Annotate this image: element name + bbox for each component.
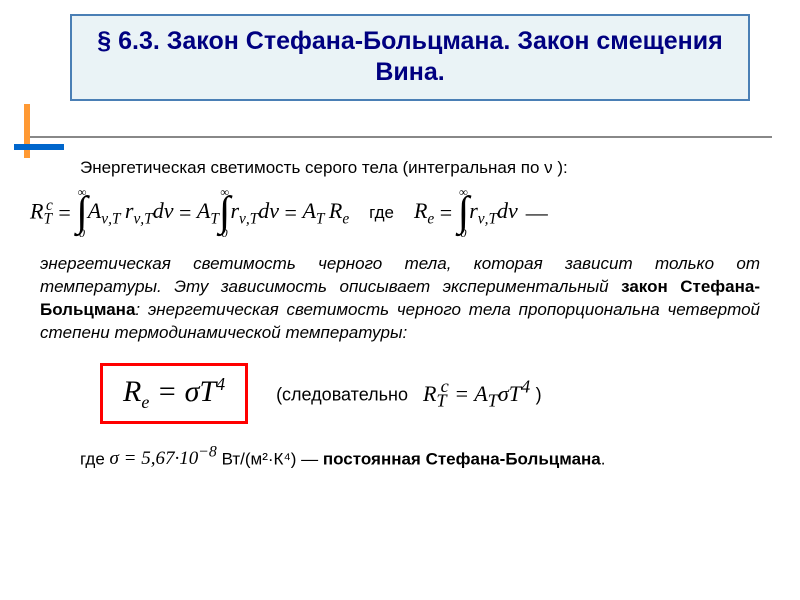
integral-1: ∞ ∫ 0 (76, 186, 88, 239)
sigma-const-name: постоянная Стефана-Больцмана (323, 449, 601, 468)
integral-3: ∞ ∫ 0 (458, 186, 470, 239)
eq1-rhs: AT Re (302, 198, 349, 228)
main-formula-row: Re = σT4 (следовательно RTc = ATσT4 ) (100, 363, 760, 424)
equation-1: RTc = ∞ ∫ 0 Aν,T rν,Tdν = AT ∞ ∫ 0 rν,Td… (30, 186, 349, 239)
paragraph: энергетическая светимость черного тела, … (40, 253, 760, 345)
eq-op-equals-2: = (173, 200, 196, 226)
consequence-eq: RTc = ATσT4 (423, 381, 536, 406)
sigma-eq: σ = 5,67·10−8 (110, 448, 217, 469)
equation-2: Re = ∞ ∫ 0 rν,Tdν — (414, 186, 548, 239)
eq2-integrand: rν,Tdν (469, 198, 518, 228)
box-sym: R (123, 375, 141, 408)
sigma-definition: где σ = 5,67·10−8 Вт/(м²·К⁴) — постоянна… (80, 444, 760, 470)
box-pow: 4 (216, 374, 225, 394)
box-eq: = σT (157, 375, 216, 408)
equation-row-1: RTc = ∞ ∫ 0 Aν,T rν,Tdν = AT ∞ ∫ 0 rν,Td… (30, 186, 760, 239)
eq-op-equals: = (53, 200, 76, 226)
eq1-integrand: Aν,T rν,Tdν (88, 198, 174, 228)
consequence-label: (следовательно (276, 385, 408, 405)
eq2-dash: — (526, 200, 548, 226)
slide-title-box: § 6.3. Закон Стефана-Больцмана. Закон см… (70, 14, 750, 101)
sigma-unit: Вт/(м²·К⁴) — (222, 449, 323, 468)
deco-horizontal-bar (14, 144, 64, 150)
corner-decoration (14, 110, 59, 155)
integral-sign-icon-2: ∫ (219, 198, 231, 227)
eq1-integrand2: rν,Tdν (230, 198, 279, 228)
divider-line (30, 136, 772, 138)
stefan-boltzmann-box: Re = σT4 (100, 363, 248, 424)
eq-op-equals-3: = (279, 200, 302, 226)
intro-text: Энергетическая светимость серого тела (и… (40, 158, 760, 178)
eq1-lhs: RTc (30, 197, 53, 229)
para-post: : энергетическая светимость черного тела… (40, 300, 760, 342)
eq1-mid: AT (197, 198, 219, 228)
consequence: (следовательно RTc = ATσT4 ) (276, 376, 542, 411)
integral-2: ∞ ∫ 0 (219, 186, 231, 239)
eq-op-equals-4: = (434, 200, 457, 226)
slide-title: § 6.3. Закон Стефана-Больцмана. Закон см… (90, 26, 730, 89)
eq2-lhs: Re (414, 198, 434, 228)
integral-sign-icon: ∫ (76, 198, 88, 227)
where-label: где (369, 203, 394, 223)
content-area: Энергетическая светимость серого тела (и… (40, 158, 760, 470)
consequence-close: ) (536, 385, 542, 405)
box-sub: e (141, 392, 149, 412)
integral-sign-icon-3: ∫ (458, 198, 470, 227)
sigma-dot: . (601, 449, 606, 468)
sigma-pre: где (80, 449, 110, 468)
